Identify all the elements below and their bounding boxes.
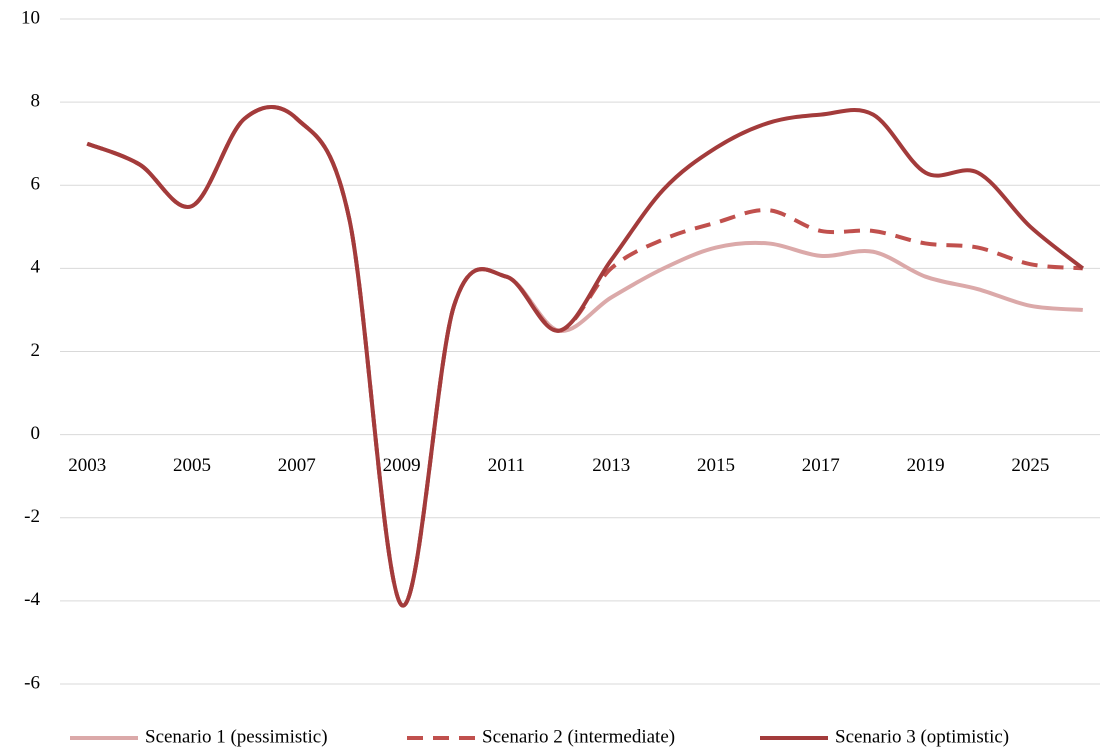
y-tick-label: 4: [31, 257, 41, 278]
series-line: [86, 105, 1083, 608]
y-tick-label: 10: [21, 7, 40, 28]
y-tick-label: -6: [24, 672, 40, 693]
x-tick-label: 2019: [907, 455, 945, 476]
x-tick-label: 2025: [1011, 455, 1049, 476]
x-tick-label: 2005: [173, 455, 211, 476]
series-line: [86, 105, 1083, 608]
legend-label: Scenario 2 (intermediate): [482, 726, 675, 747]
y-tick-label: 0: [31, 423, 41, 444]
x-tick-label: 2007: [278, 455, 316, 476]
y-tick-label: -4: [24, 589, 40, 610]
y-tick-label: 8: [31, 90, 41, 111]
x-tick-label: 2003: [68, 455, 106, 476]
x-tick-label: 2017: [802, 455, 840, 476]
series-line: [86, 105, 1085, 608]
y-tick-label: 6: [31, 174, 41, 195]
x-tick-label: 2013: [592, 455, 630, 476]
x-tick-label: 2015: [697, 455, 735, 476]
y-tick-label: -2: [24, 506, 40, 527]
legend-label: Scenario 1 (pessimistic): [145, 726, 328, 747]
legend-label: Scenario 3 (optimistic): [835, 726, 1009, 747]
x-tick-label: 2009: [383, 455, 421, 476]
x-tick-label: 2011: [488, 455, 525, 476]
y-tick-label: 2: [31, 340, 41, 361]
